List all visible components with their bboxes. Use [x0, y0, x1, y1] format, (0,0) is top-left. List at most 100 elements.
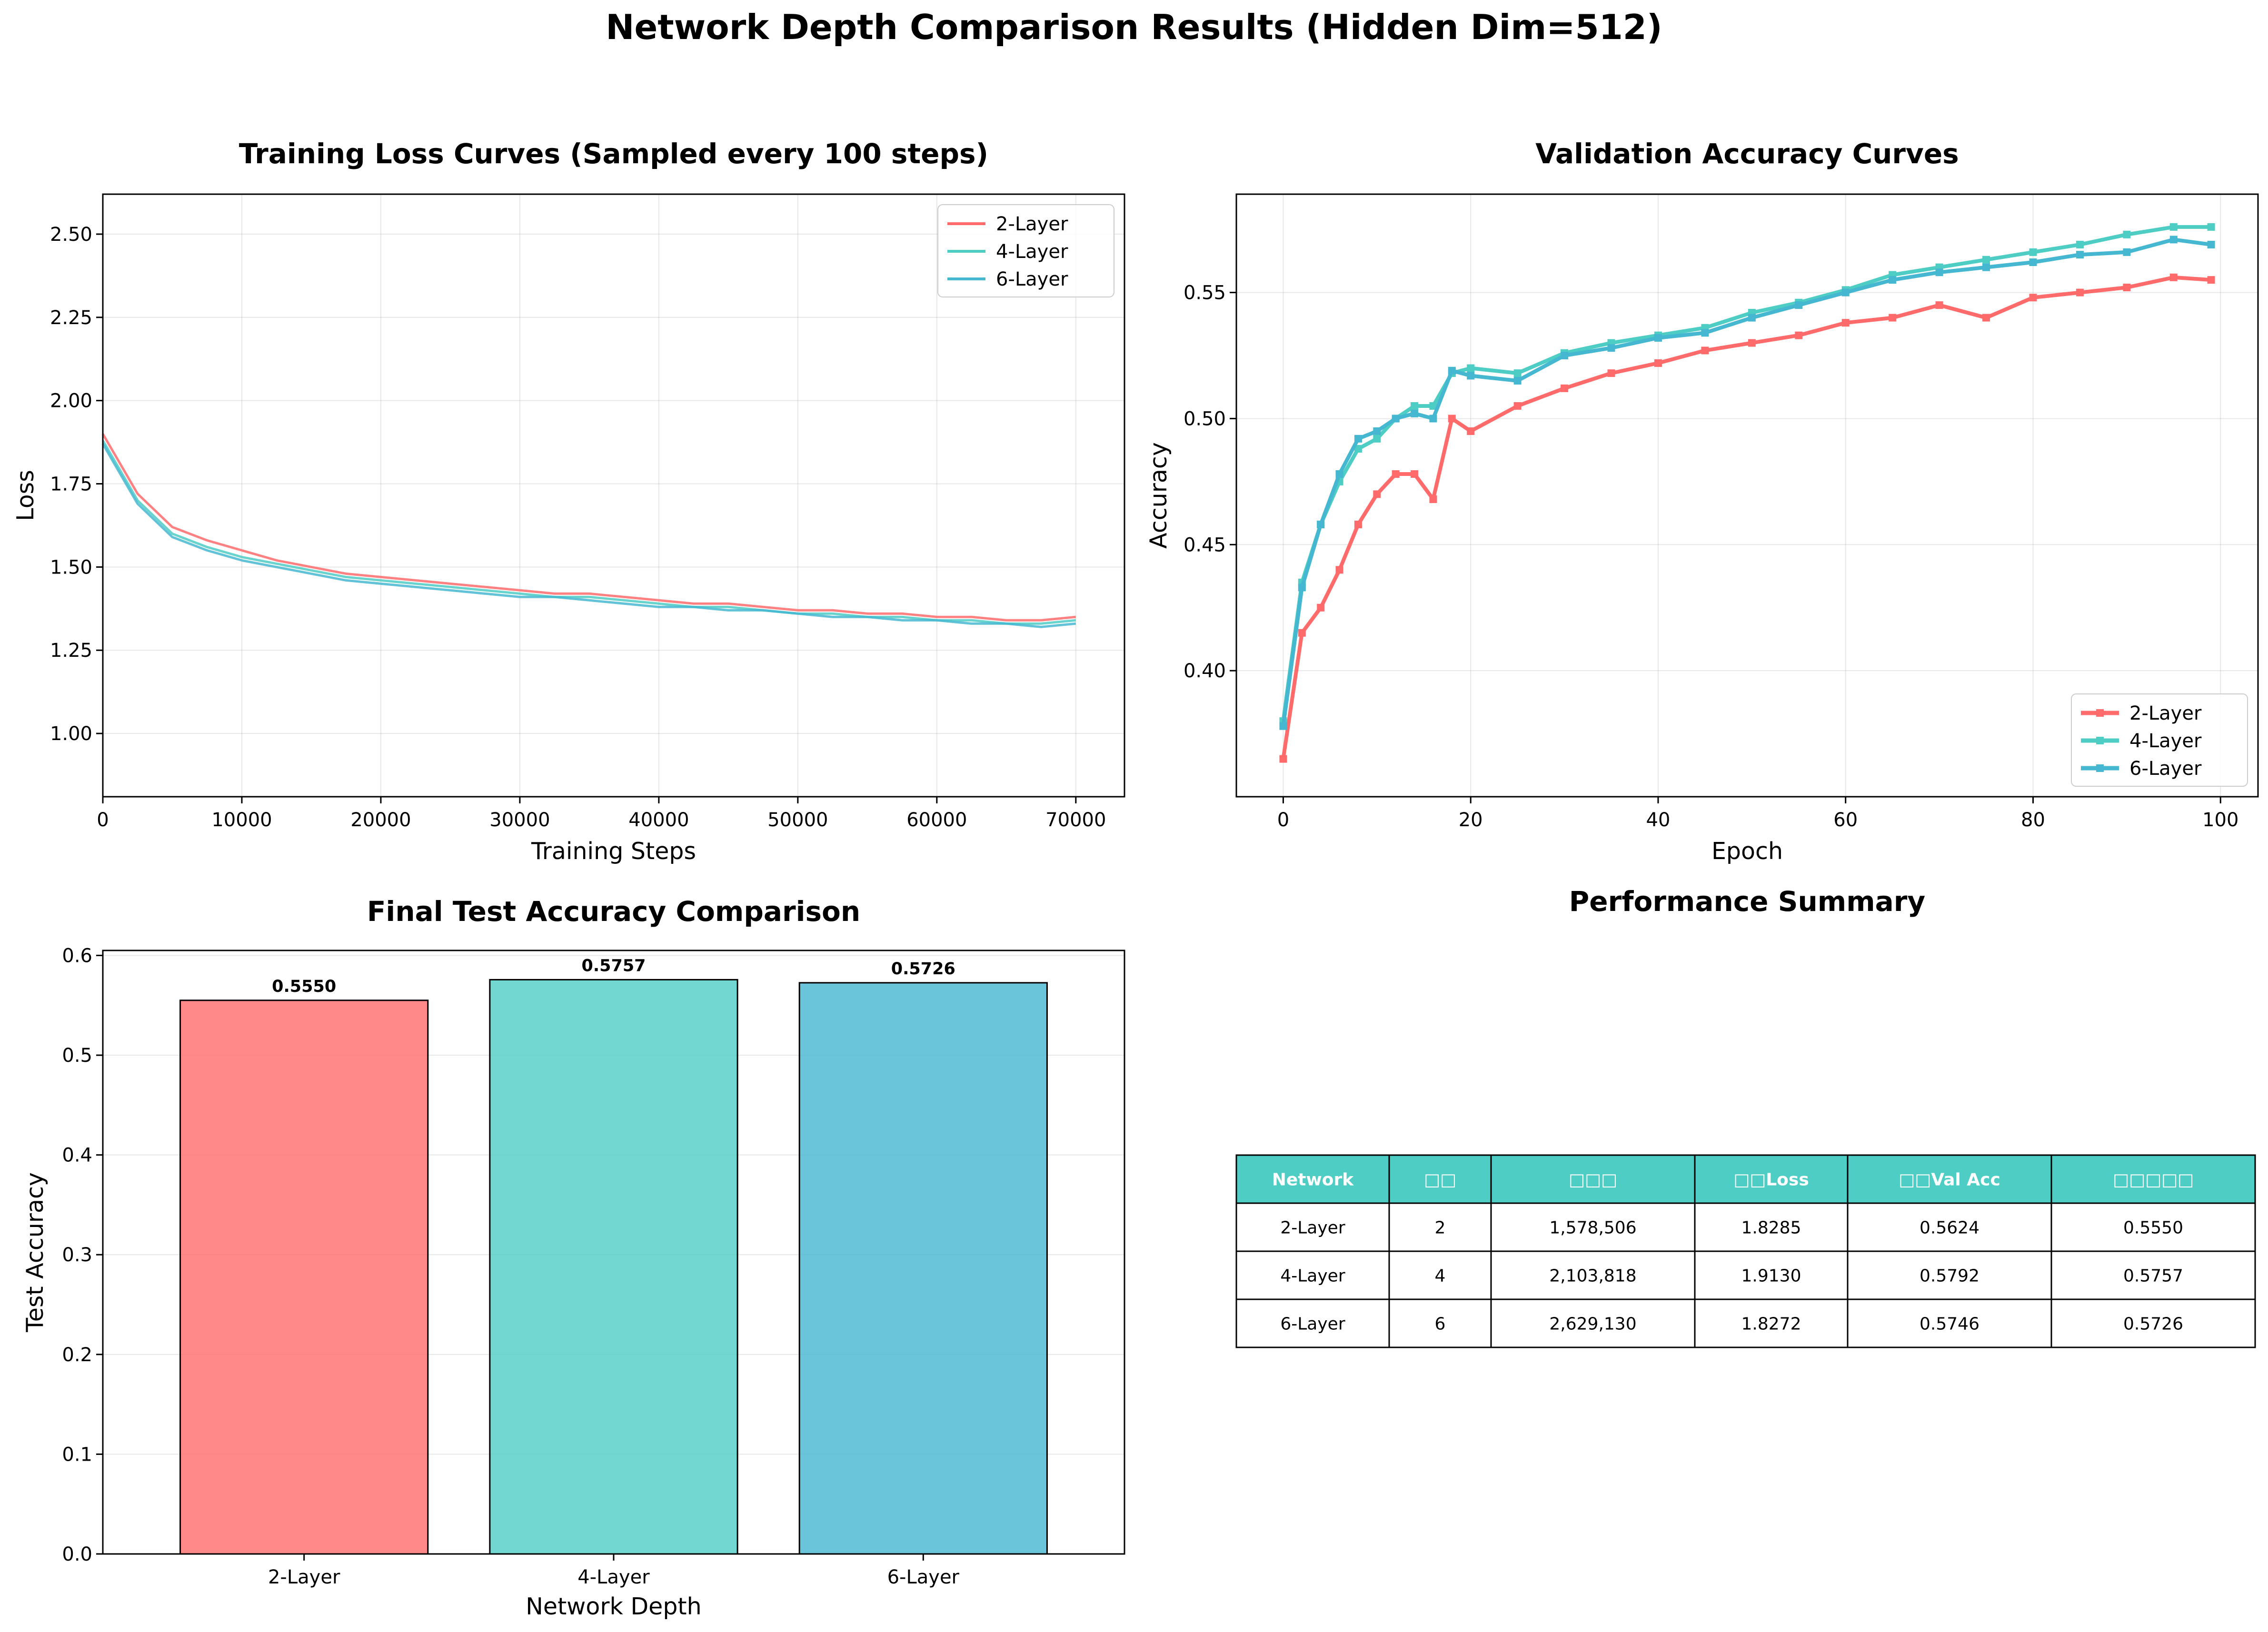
- validation-accuracy-point-6-layer: [1982, 263, 1990, 271]
- test-accuracy-y-tick-label: 0.0: [62, 1543, 92, 1565]
- table-cell-value: 2: [1435, 1218, 1446, 1238]
- validation-accuracy-point-2-layer: [1654, 359, 1662, 367]
- validation-accuracy-legend-marker-2-layer: [2096, 709, 2104, 717]
- validation-accuracy-point-2-layer: [1701, 346, 1709, 355]
- validation-accuracy-legend-marker-6-layer: [2096, 764, 2104, 772]
- validation-accuracy-plot-frame: [1235, 193, 2259, 798]
- bar-value-label-2-layer: 0.5550: [272, 977, 336, 996]
- validation-accuracy-y-tick-label: 0.55: [1184, 282, 1226, 304]
- test-accuracy-ylabel: Test Accuracy: [21, 1172, 49, 1333]
- table-header-cell: [1490, 1154, 1696, 1204]
- validation-accuracy-legend-box: [2071, 693, 2248, 787]
- table-cell: [1694, 1202, 1849, 1252]
- validation-accuracy-point-6-layer: [1279, 722, 1287, 730]
- table-cell: [1388, 1298, 1492, 1348]
- table-cell-value: 1.8272: [1741, 1315, 1801, 1334]
- validation-accuracy-point-4-layer: [2207, 223, 2215, 231]
- training-loss-x-tick-label: 40000: [628, 809, 689, 831]
- training-loss-y-tick-label: 2.25: [50, 307, 92, 329]
- bar-value-label-4-layer: 0.5757: [581, 956, 646, 975]
- validation-accuracy-point-2-layer: [2169, 273, 2178, 281]
- validation-accuracy-point-2-layer: [2123, 283, 2131, 291]
- figure-title: Network Depth Comparison Results (Hidden…: [606, 7, 1662, 47]
- validation-accuracy-point-4-layer: [1467, 364, 1475, 372]
- table-cell: [1694, 1250, 1849, 1300]
- validation-accuracy-point-2-layer: [1411, 470, 1419, 478]
- table-header-label: □□□□□: [2113, 1170, 2194, 1190]
- validation-accuracy-legend-label-6-layer: 6-Layer: [2129, 758, 2202, 780]
- test-accuracy-y-tick-label: 0.5: [62, 1045, 92, 1067]
- training-loss-title: Training Loss Curves (Sampled every 100 …: [239, 138, 988, 170]
- validation-accuracy-point-6-layer: [1411, 409, 1419, 417]
- bar-2-layer: [179, 999, 429, 1555]
- validation-accuracy-point-2-layer: [1795, 331, 1803, 339]
- validation-accuracy-point-2-layer: [1513, 402, 1522, 410]
- validation-accuracy-point-6-layer: [2207, 240, 2215, 248]
- validation-accuracy-point-2-layer: [1607, 369, 1615, 377]
- training-loss-legend-label-2-layer: 2-Layer: [996, 213, 1068, 235]
- validation-accuracy-point-6-layer: [1561, 352, 1569, 360]
- validation-accuracy-point-6-layer: [1354, 435, 1362, 443]
- validation-accuracy-point-4-layer: [1354, 445, 1362, 453]
- validation-accuracy-legend-label-2-layer: 2-Layer: [2129, 702, 2202, 724]
- validation-accuracy-point-6-layer: [1607, 344, 1615, 352]
- validation-accuracy-point-6-layer: [1889, 276, 1897, 284]
- bar-6-layer: [798, 982, 1048, 1555]
- table-cell-value: 1,578,506: [1549, 1218, 1636, 1238]
- validation-accuracy-point-2-layer: [1279, 755, 1287, 763]
- validation-accuracy-y-tick-label: 0.45: [1184, 534, 1226, 556]
- validation-accuracy-point-6-layer: [1701, 329, 1709, 337]
- table-cell: [2050, 1298, 2256, 1348]
- validation-accuracy-point-2-layer: [1889, 314, 1897, 322]
- validation-accuracy-point-6-layer: [2076, 251, 2084, 259]
- validation-accuracy-point-2-layer: [1448, 415, 1456, 423]
- table-cell-value: 0.5550: [2123, 1218, 2183, 1238]
- validation-accuracy-x-tick-label: 20: [1459, 809, 1483, 831]
- validation-accuracy-x-tick-label: 100: [2202, 809, 2238, 831]
- table-cell-value: 4: [1435, 1266, 1446, 1286]
- table-cell-value: 2-Layer: [1280, 1218, 1345, 1238]
- table-cell-value: 0.5757: [2123, 1266, 2183, 1286]
- training-loss-x-tick-label: 10000: [211, 809, 272, 831]
- table-header-cell: [1388, 1154, 1492, 1204]
- table-header-label: □□Loss: [1733, 1170, 1809, 1190]
- performance-summary: Performance Summary Network □□ □□□ □□Loss □□…: [1235, 885, 2256, 1348]
- training-loss-legend-box: [937, 204, 1114, 297]
- validation-accuracy-point-6-layer: [1429, 415, 1437, 423]
- validation-accuracy-point-2-layer: [1317, 603, 1325, 612]
- table-header-label: Network: [1272, 1170, 1354, 1190]
- validation-accuracy-point-4-layer: [1982, 256, 1990, 264]
- table-cell-value: 2,103,818: [1549, 1266, 1636, 1286]
- test-accuracy-y-tick-label: 0.1: [62, 1444, 92, 1465]
- validation-accuracy-point-2-layer: [2207, 276, 2215, 284]
- validation-accuracy-point-6-layer: [1317, 520, 1325, 528]
- table-cell-value: 1.8285: [1741, 1218, 1801, 1238]
- validation-accuracy-ylabel: Accuracy: [1145, 442, 1172, 549]
- validation-accuracy-point-2-layer: [1373, 490, 1381, 498]
- validation-accuracy-y-tick-label: 0.50: [1184, 408, 1226, 430]
- table-header-cell: [1694, 1154, 1849, 1204]
- training-loss-x-tick-label: 30000: [489, 809, 550, 831]
- validation-accuracy-x-tick-label: 80: [2021, 809, 2045, 831]
- validation-accuracy-series-2-layer: [1281, 275, 2211, 760]
- table-cell: [1490, 1202, 1696, 1252]
- table-cell-value: 0.5746: [1920, 1315, 1980, 1334]
- test-accuracy-bar-chart: Final Test Accuracy Comparison 0.5550 0.5…: [21, 895, 1125, 1620]
- table-header-label: □□□: [1569, 1170, 1617, 1190]
- table-header-cell: [1235, 1154, 1390, 1204]
- validation-accuracy-point-4-layer: [2029, 248, 2037, 256]
- validation-accuracy-chart: Validation Accuracy Curves 0 20 40 60 80 100 0…: [1145, 138, 2259, 865]
- performance-summary-table: Network □□ □□□ □□Loss □□Val Acc □□□□□2-Layer 2…: [1235, 1154, 2256, 1348]
- table-cell: [1847, 1298, 2052, 1348]
- validation-accuracy-point-6-layer: [1513, 376, 1522, 385]
- validation-accuracy-y-tick-label: 0.40: [1184, 660, 1226, 682]
- table-cell: [1235, 1298, 1390, 1348]
- training-loss-series-4-layer: [101, 440, 1076, 625]
- validation-accuracy-legend-label-4-layer: 4-Layer: [2129, 730, 2202, 752]
- training-loss-x-tick-label: 60000: [906, 809, 967, 831]
- validation-accuracy-point-4-layer: [2169, 223, 2178, 231]
- validation-accuracy-point-6-layer: [1654, 334, 1662, 342]
- validation-accuracy-x-tick-label: 60: [1833, 809, 1858, 831]
- test-accuracy-y-tick-label: 0.2: [62, 1344, 92, 1366]
